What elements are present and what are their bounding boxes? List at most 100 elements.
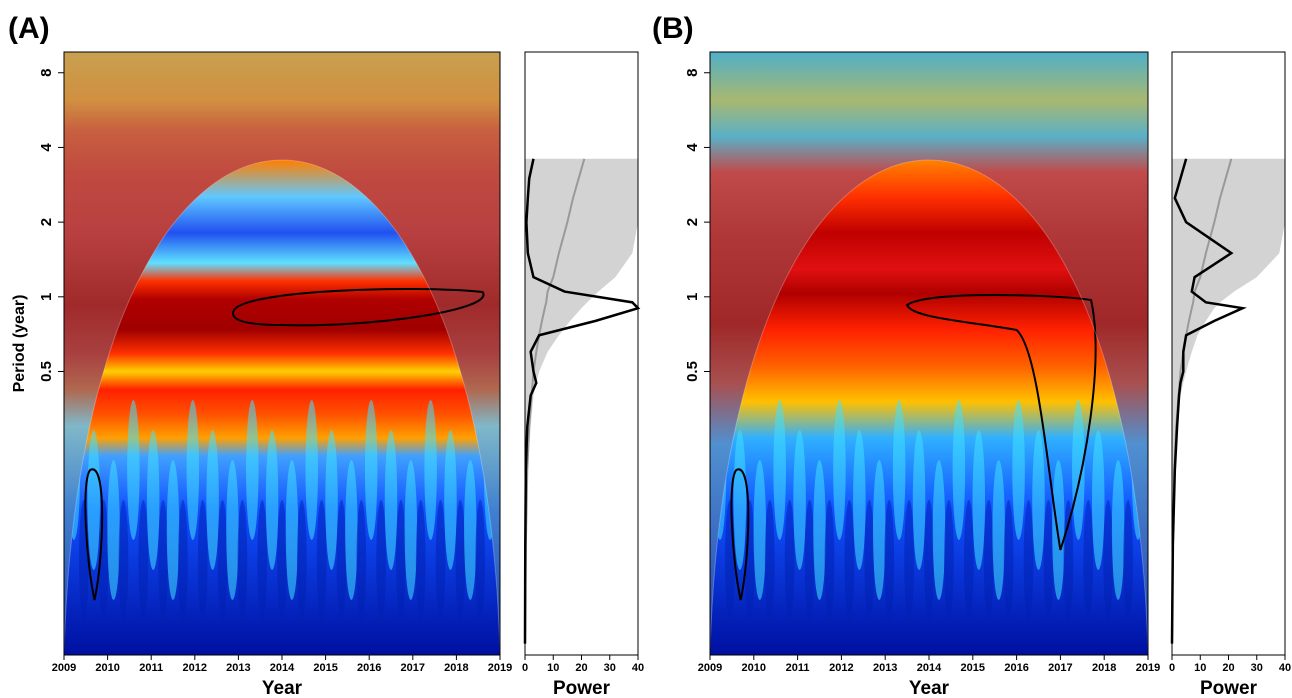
contour [730,468,750,601]
power-blob [138,500,149,620]
power-blob [296,500,307,620]
power-blob [1023,500,1034,620]
power-blob [475,500,486,620]
y-tick-label: 1 [684,293,701,301]
power-line [523,158,641,644]
power-blob [146,430,160,570]
y-tick-label: 2 [38,218,55,226]
power-blob [884,500,895,620]
power-blob [316,500,327,620]
significance-area [1172,158,1285,644]
x-tick-label: 2016 [1004,662,1028,674]
x-axis-label: Power [1200,678,1258,698]
power-blob [285,460,299,600]
power-blob [733,430,747,570]
power-blob [464,460,477,600]
power-blob [166,460,180,600]
power-blob [396,500,406,620]
power-blob [336,500,347,620]
power-blob [773,400,786,540]
contour [905,294,1097,551]
x-tick-label: 2018 [1092,662,1116,674]
power-blob [364,400,378,540]
x-tick-label: 2009 [698,662,722,674]
y-tick-label: 4 [684,143,701,152]
power-blob [435,500,446,620]
power-blob [753,460,767,600]
power-blob [963,500,974,620]
power-blob [804,500,815,620]
power-blob [178,500,188,620]
x-tick-label: 40 [632,662,644,674]
power-blob [952,400,966,540]
power-blob [444,430,457,570]
power-blob [824,500,835,620]
x-tick-label: 10 [1194,662,1206,674]
power-blob [404,460,418,600]
power-blob [1111,460,1125,600]
power-blob [1103,500,1114,620]
x-axis-label: Power [553,678,611,698]
x-tick-label: 30 [1251,662,1263,674]
power-blob [1123,500,1133,620]
power-blob [992,460,1005,600]
power-blob [864,500,875,620]
x-tick-label: 0 [1169,662,1175,674]
x-tick-label: 2013 [226,662,250,674]
contour [232,288,485,327]
power-blob [415,500,426,620]
y-axis-label: Period (year) [11,295,28,393]
x-tick-label: 30 [604,662,616,674]
power-blob [356,500,367,620]
power-blob [87,430,100,570]
power-blob [455,500,466,620]
x-tick-label: 2009 [52,662,76,674]
power-blob [186,400,200,540]
x-tick-label: 2011 [139,662,163,674]
power-blob [1072,400,1085,540]
wavelet-power [710,52,1148,655]
y-tick-label: 0.5 [38,361,55,382]
power-blob [972,430,986,570]
x-tick-label: 2015 [313,662,337,674]
x-tick-label: 2013 [873,662,897,674]
power-blob [944,500,954,620]
power-blob [1091,430,1105,570]
y-tick-label: 0.5 [684,361,701,382]
cone-edge [64,159,500,655]
power-blob [1003,500,1014,620]
x-axis-label: Year [909,678,950,698]
x-tick-label: 2014 [270,662,295,674]
power-blob [784,500,795,620]
power-blob [127,400,140,540]
power-blob [107,460,120,600]
x-tick-label: 2011 [786,662,810,674]
contour [84,468,104,601]
power-blob [924,500,934,620]
power-blob [265,430,279,570]
x-tick-label: 2019 [1136,662,1160,674]
x-tick-label: 2019 [488,662,512,674]
power-blob [1032,430,1045,570]
power-blob [1052,460,1065,600]
power-blob [424,400,437,540]
x-tick-label: 2016 [357,662,381,674]
power-blob [277,500,287,620]
power-blob [764,500,775,620]
significance-area [525,158,638,644]
x-tick-label: 2017 [401,662,425,674]
power-blob [376,500,386,620]
power-blob [793,430,806,570]
panel-label: (B) [652,12,694,45]
power-blob [1063,500,1074,620]
y-tick-label: 8 [38,69,55,77]
y-tick-label: 2 [684,218,701,226]
x-axis-label: Year [262,678,303,698]
power-blob [325,430,338,570]
x-tick-label: 2010 [742,662,766,674]
power-blob [158,500,168,620]
power-blob [1043,500,1054,620]
power-blob [257,500,268,620]
power-line [1170,158,1247,644]
